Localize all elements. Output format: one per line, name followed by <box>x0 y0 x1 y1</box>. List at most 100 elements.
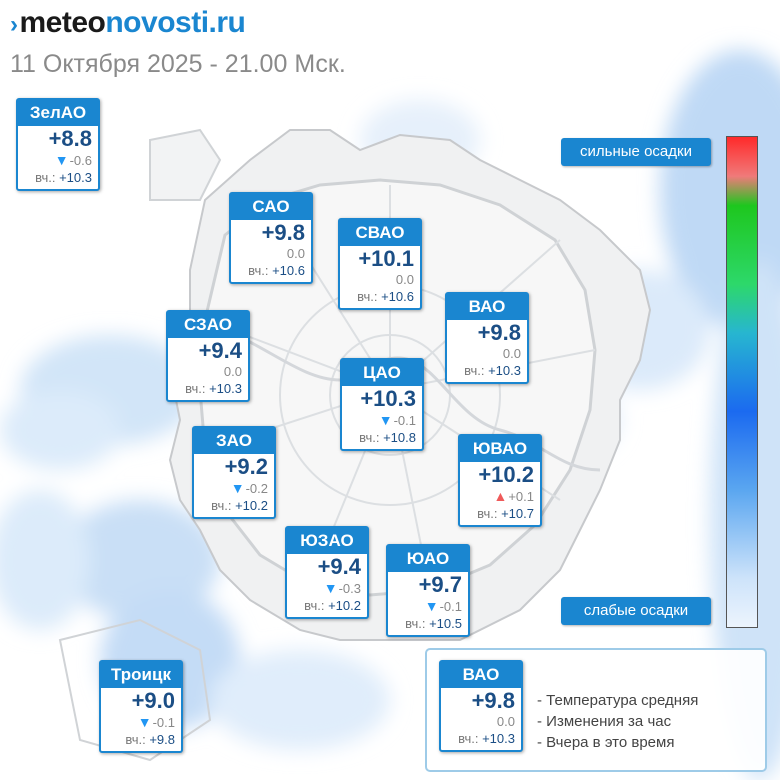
legend-line-change: - Изменения за час <box>537 713 672 730</box>
district-card-troitsk: Троицк +9.0 ▼-0.1 вч.: +9.8 <box>99 660 183 753</box>
district-name: ЗелАО <box>18 100 98 126</box>
district-name: ЦАО <box>342 360 422 386</box>
temperature-value: +10.1 <box>358 246 414 271</box>
temperature-value: +9.8 <box>477 320 521 345</box>
hourly-change: ▲+0.1 <box>460 488 540 505</box>
district-name: ЮАО <box>388 546 468 572</box>
district-name: ЮЗАО <box>287 528 367 554</box>
temperature-value: +9.7 <box>418 572 462 597</box>
district-name: ВАО <box>441 662 521 688</box>
district-card-zelao: ЗелАО +8.8 ▼-0.6 вч.: +10.3 <box>16 98 100 191</box>
district-name: Троицк <box>101 662 181 688</box>
yesterday-row: вч.: +10.6 <box>340 288 420 308</box>
change-value: 0.0 <box>395 272 414 287</box>
legend-box: ВАО +9.8 0.0 вч.: +10.3 - Температура средн… <box>425 648 767 772</box>
yesterday-row: вч.: +10.3 <box>18 169 98 189</box>
district-name: ЗАО <box>194 428 274 454</box>
hourly-change: ▼-0.2 <box>194 480 274 497</box>
yesterday-row: вч.: +10.2 <box>194 497 274 517</box>
hourly-change: ▼-0.3 <box>287 580 367 597</box>
hourly-change: ▼-0.1 <box>342 412 422 429</box>
temperature-value: +9.4 <box>317 554 361 579</box>
yesterday-label: вч.: <box>248 263 269 278</box>
yesterday-row: вч.: +10.3 <box>447 362 527 382</box>
temperature-value: +8.8 <box>48 126 92 151</box>
district-card-cao: ЦАО +10.3 ▼-0.1 вч.: +10.8 <box>340 358 424 451</box>
logo-prefix: meteo <box>19 6 106 39</box>
yesterday-value: +10.7 <box>501 506 534 521</box>
yesterday-label: вч.: <box>185 381 206 396</box>
yesterday-value: +9.8 <box>149 732 175 747</box>
yesterday-row: вч.: +10.5 <box>388 615 468 635</box>
change-value: -0.6 <box>69 153 92 168</box>
hourly-change: 0.0 <box>340 272 420 288</box>
legend-line-yesterday: - Вчера в это время <box>537 734 675 751</box>
yesterday-value: +10.5 <box>429 616 462 631</box>
change-value: -0.1 <box>152 715 175 730</box>
yesterday-label: вч.: <box>405 616 426 631</box>
district-name: ВАО <box>447 294 527 320</box>
district-card-yuao: ЮАО +9.7 ▼-0.1 вч.: +10.5 <box>386 544 470 637</box>
scale-bottom-label: слабые осадки <box>561 597 711 625</box>
temperature-value: +9.4 <box>198 338 242 363</box>
temperature-value: +9.8 <box>471 688 515 713</box>
yesterday-label: вч.: <box>357 289 378 304</box>
change-value: 0.0 <box>286 246 305 261</box>
district-card-yuzao: ЮЗАО +9.4 ▼-0.3 вч.: +10.2 <box>285 526 369 619</box>
hourly-change: 0.0 <box>231 246 311 262</box>
district-name: СВАО <box>340 220 420 246</box>
change-value: -0.3 <box>338 581 361 596</box>
yesterday-value: +10.3 <box>488 363 521 378</box>
logo-suffix: novosti.ru <box>105 6 246 39</box>
change-value: -0.2 <box>245 481 268 496</box>
legend-line-temperature: - Температура средняя <box>537 692 699 709</box>
district-name: САО <box>231 194 311 220</box>
hourly-change: 0.0 <box>447 346 527 362</box>
trend-down-icon: ▼ <box>424 598 439 614</box>
yesterday-label: вч.: <box>477 506 498 521</box>
temperature-value: +10.2 <box>478 462 534 487</box>
yesterday-row: вч.: +10.3 <box>441 730 521 750</box>
trend-down-icon: ▼ <box>323 580 338 596</box>
yesterday-row: вч.: +9.8 <box>101 731 181 751</box>
temperature-value: +9.8 <box>261 220 305 245</box>
yesterday-row: вч.: +10.2 <box>287 597 367 617</box>
district-card-sao: САО +9.8 0.0 вч.: +10.6 <box>229 192 313 284</box>
yesterday-value: +10.6 <box>381 289 414 304</box>
yesterday-label: вч.: <box>304 598 325 613</box>
change-value: 0.0 <box>502 346 521 361</box>
change-value: -0.1 <box>439 599 462 614</box>
yesterday-value: +10.3 <box>482 731 515 746</box>
hourly-change: 0.0 <box>168 364 248 380</box>
hourly-change: ▼-0.1 <box>388 598 468 615</box>
yesterday-label: вч.: <box>35 170 56 185</box>
legend-sample-card: ВАО +9.8 0.0 вч.: +10.3 <box>439 660 523 752</box>
yesterday-value: +10.2 <box>328 598 361 613</box>
trend-down-icon: ▼ <box>137 714 152 730</box>
site-logo[interactable]: ›meteonovosti.ru <box>10 6 246 40</box>
yesterday-value: +10.6 <box>272 263 305 278</box>
yesterday-label: вч.: <box>458 731 479 746</box>
yesterday-row: вч.: +10.7 <box>460 505 540 525</box>
yesterday-label: вч.: <box>464 363 485 378</box>
district-card-yuvao: ЮВАО +10.2 ▲+0.1 вч.: +10.7 <box>458 434 542 527</box>
yesterday-row: вч.: +10.8 <box>342 429 422 449</box>
temperature-value: +9.0 <box>131 688 175 713</box>
district-name: СЗАО <box>168 312 248 338</box>
scale-top-label: сильные осадки <box>561 138 711 166</box>
yesterday-label: вч.: <box>359 430 380 445</box>
yesterday-value: +10.3 <box>209 381 242 396</box>
district-card-vao: ВАО +9.8 0.0 вч.: +10.3 <box>445 292 529 384</box>
district-card-zao: ЗАО +9.2 ▼-0.2 вч.: +10.2 <box>192 426 276 519</box>
precipitation-color-scale <box>726 136 758 628</box>
yesterday-label: вч.: <box>125 732 146 747</box>
yesterday-value: +10.3 <box>59 170 92 185</box>
district-card-svao: СВАО +10.1 0.0 вч.: +10.6 <box>338 218 422 310</box>
yesterday-value: +10.2 <box>235 498 268 513</box>
yesterday-value: +10.8 <box>383 430 416 445</box>
change-value: 0.0 <box>496 714 515 729</box>
trend-down-icon: ▼ <box>230 480 245 496</box>
yesterday-label: вч.: <box>211 498 232 513</box>
hourly-change: 0.0 <box>441 714 521 730</box>
hourly-change: ▼-0.1 <box>101 714 181 731</box>
